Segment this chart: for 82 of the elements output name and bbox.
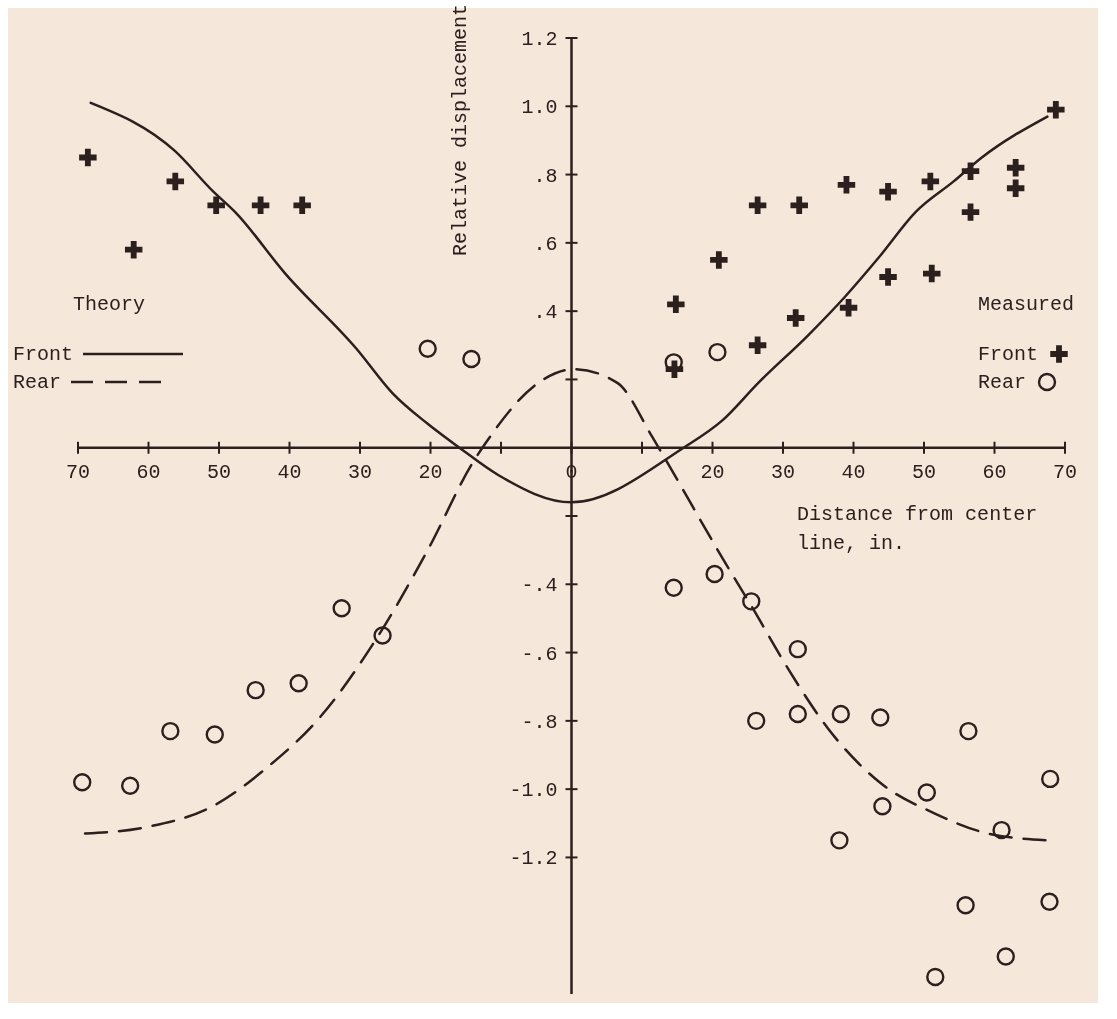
- y-axis-title: Relative displacement: [448, 4, 471, 257]
- point: [120, 776, 140, 795]
- point: [788, 639, 808, 659]
- y-tick-label: .4: [533, 301, 558, 325]
- point: [705, 564, 724, 584]
- point: [956, 896, 975, 915]
- point: [708, 342, 727, 362]
- point: [921, 172, 940, 191]
- point: [1006, 179, 1025, 197]
- x-tick-label: 30: [347, 460, 373, 484]
- point: [879, 182, 897, 201]
- point: [667, 295, 685, 314]
- y-tick-label: .8: [533, 164, 558, 188]
- text: Measured: [978, 293, 1075, 317]
- point: [742, 592, 761, 611]
- text: Rear: [13, 370, 62, 394]
- point: [748, 336, 767, 355]
- y-tick-label: -.8: [521, 710, 558, 734]
- x-tick-label: 40: [277, 460, 302, 484]
- point: [926, 967, 945, 987]
- legend-label: Rear: [978, 370, 1027, 394]
- text: Theory: [73, 293, 146, 317]
- point: [124, 240, 143, 259]
- point: [166, 172, 185, 191]
- point: [1047, 100, 1065, 119]
- y-tick-label: 1.2: [521, 28, 558, 51]
- point: [251, 196, 270, 215]
- point: [79, 148, 97, 167]
- point: [664, 578, 683, 597]
- point: [205, 725, 224, 744]
- point: [207, 196, 225, 215]
- y-tick-label: -1.2: [509, 847, 558, 871]
- x-tick-label: 70: [1052, 460, 1078, 484]
- point: [161, 721, 180, 741]
- x-tick-label: 40: [841, 460, 866, 484]
- y-tick-label: 1.0: [521, 96, 558, 120]
- point: [790, 196, 808, 215]
- point: [289, 674, 308, 693]
- point: [1006, 159, 1025, 177]
- point: [923, 264, 941, 283]
- point: [73, 773, 92, 792]
- legend-label: Front: [978, 342, 1039, 366]
- point: [961, 162, 980, 180]
- x-tick-label: 60: [136, 460, 161, 484]
- point: [332, 598, 351, 618]
- point: [747, 711, 766, 731]
- point: [788, 704, 808, 724]
- x-tick-label: 50: [206, 460, 232, 484]
- point: [873, 797, 892, 816]
- x-tick-label: 20: [418, 460, 443, 484]
- x-axis-title: Distance from center line, in.: [797, 501, 1039, 557]
- point: [961, 203, 980, 221]
- x-tick-label: 20: [700, 460, 725, 484]
- point: [917, 783, 937, 802]
- point: [831, 704, 851, 724]
- point: [293, 196, 311, 215]
- point: [246, 680, 265, 700]
- y-tick-label: -.6: [521, 642, 558, 666]
- point: [748, 196, 767, 215]
- point: [996, 947, 1015, 966]
- point: [418, 339, 437, 358]
- point: [959, 721, 978, 741]
- point: [462, 349, 481, 369]
- point: [710, 251, 728, 269]
- point: [992, 820, 1011, 840]
- point: [1040, 769, 1060, 789]
- point: [830, 831, 849, 850]
- x-tick-label: 50: [911, 460, 937, 484]
- point: [839, 298, 858, 317]
- y-tick-label: -1.0: [509, 779, 558, 803]
- x-tick-label: 70: [65, 460, 91, 484]
- x-tick-label: 30: [770, 460, 796, 484]
- x-tick-label: 60: [982, 460, 1007, 484]
- y-tick-label: .6: [533, 232, 558, 256]
- point: [373, 626, 392, 645]
- y-tick-label: -.4: [521, 574, 558, 598]
- point: [879, 268, 897, 286]
- point: [837, 176, 856, 194]
- point: [786, 309, 805, 327]
- point: [871, 708, 890, 727]
- text: Front: [13, 342, 74, 366]
- point: [1040, 892, 1059, 912]
